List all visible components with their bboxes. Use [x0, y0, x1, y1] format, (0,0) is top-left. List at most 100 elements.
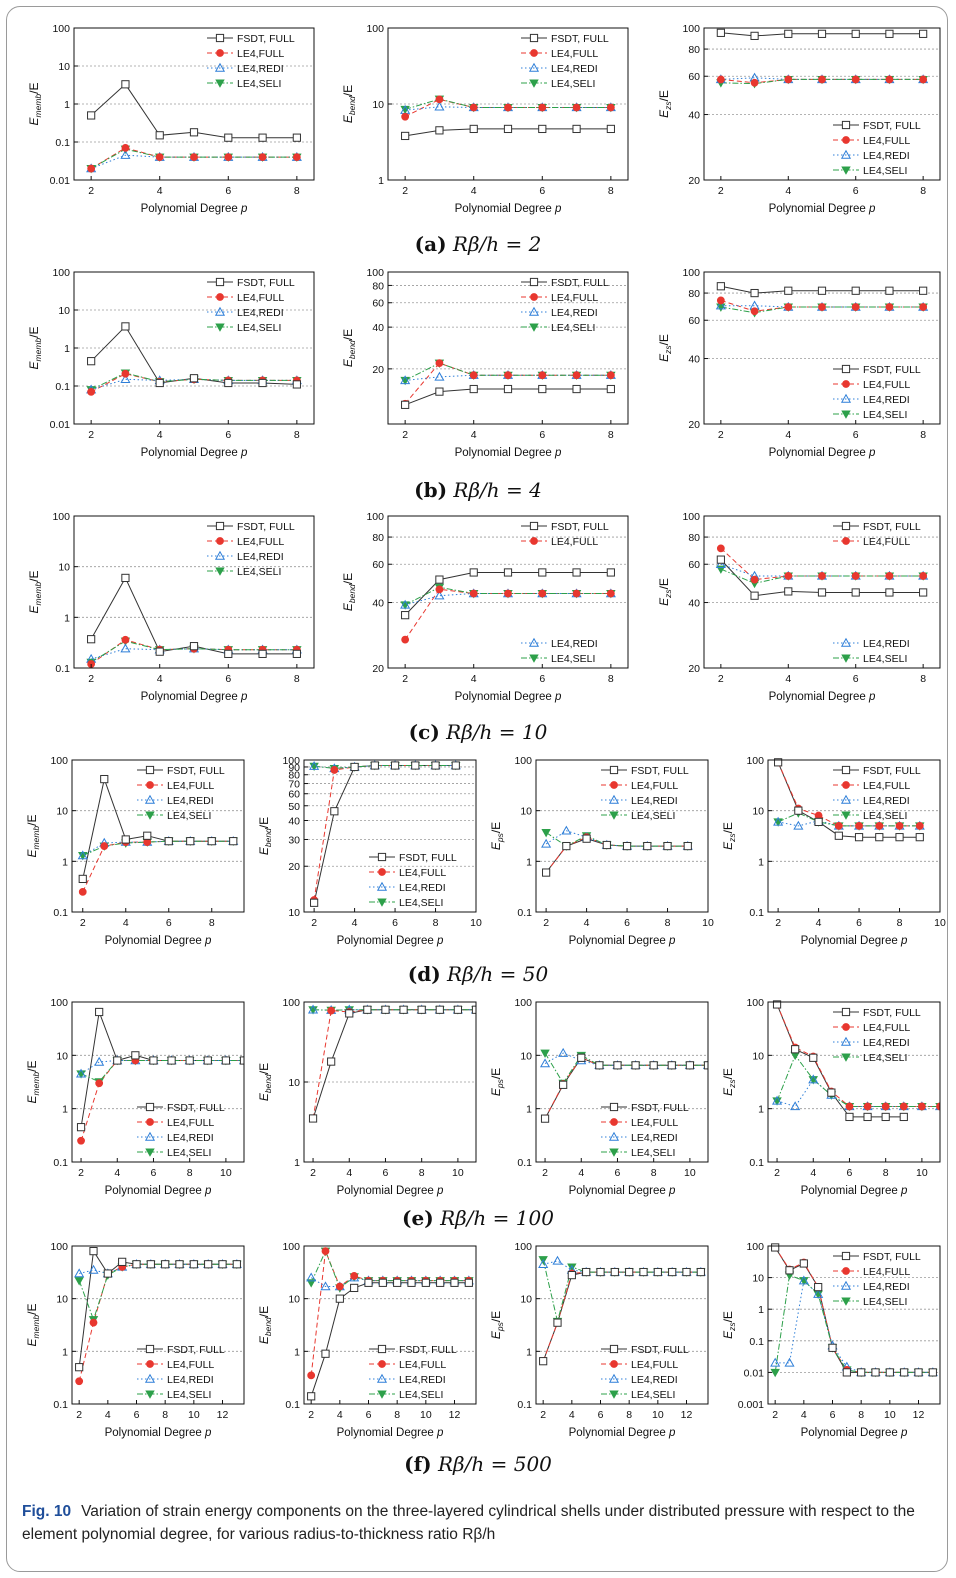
data-point-fsdt-full — [103, 1269, 112, 1278]
row-caption-e: (e) Rβ/h = 100 — [0, 1206, 956, 1230]
data-point-le4-redi — [88, 1264, 99, 1274]
series-line-le4-redi — [80, 1060, 244, 1075]
data-point-fsdt-full — [131, 1051, 140, 1060]
x-axis-label: Polynomial Degree p — [569, 935, 676, 947]
legend-entry: LE4,SELI — [551, 78, 595, 90]
x-tick-label: 4 — [346, 1167, 352, 1179]
legend-entry: FSDT, FULL — [631, 1102, 689, 1114]
y-axis-label: Ememb/E — [27, 83, 43, 126]
data-point-legend-le4-redi — [214, 550, 226, 560]
data-point-fsdt-full — [451, 761, 460, 770]
legend-entry: LE4,SELI — [167, 810, 211, 822]
data-point-le4-seli — [540, 1049, 550, 1058]
legend-entry: FSDT, FULL — [863, 1007, 921, 1019]
y-tick-label: 10 — [752, 806, 764, 818]
legend-entry: LE4,SELI — [399, 897, 443, 909]
legend-entry: LE4,SELI — [631, 1147, 675, 1159]
legend-entry: LE4,REDI — [237, 307, 284, 319]
x-axis-label: Polynomial Degree p — [337, 1185, 444, 1197]
y-tick-label: 10 — [752, 1050, 764, 1062]
data-point-fsdt-full — [399, 1005, 408, 1014]
series-line-le4-redi — [544, 1052, 708, 1066]
legend-entry: LE4,FULL — [631, 780, 678, 792]
x-tick-label: 12 — [449, 1409, 461, 1421]
data-point-fsdt-full — [407, 1278, 416, 1287]
data-point-le4-redi — [309, 761, 320, 770]
data-point-fsdt-full — [350, 1283, 359, 1293]
data-point-fsdt-full — [401, 131, 410, 141]
x-tick-label: 2 — [718, 429, 724, 441]
data-point-le4-full — [469, 589, 478, 598]
x-tick-label: 2 — [311, 917, 317, 929]
y-tick-label: 100 — [682, 267, 700, 279]
data-point-legend-le4-seli — [529, 79, 539, 88]
data-point-le4-full — [572, 371, 581, 380]
y-axis-label: Ebend/E — [341, 85, 357, 123]
y-tick-label: 1 — [62, 1104, 68, 1116]
x-tick-label: 4 — [810, 1167, 816, 1179]
row-caption-b: (b) Rβ/h = 4 — [0, 478, 956, 502]
x-tick-label: 10 — [652, 1409, 664, 1421]
data-point-fsdt-full — [772, 1000, 782, 1009]
legend-entry: LE4,FULL — [551, 48, 598, 60]
legend-entry: LE4,REDI — [863, 1281, 910, 1293]
data-point-le4-full — [919, 75, 928, 84]
data-point-fsdt-full — [553, 1318, 562, 1327]
x-axis-label: Polynomial Degree p — [105, 935, 212, 947]
y-tick-label: 10 — [520, 1294, 532, 1306]
y-tick-label: 20 — [688, 419, 700, 431]
x-tick-label: 8 — [209, 917, 215, 929]
y-tick-label: 40 — [288, 815, 300, 827]
data-point-fsdt-full — [435, 1005, 444, 1014]
data-point-le4-full — [750, 307, 759, 316]
data-point-legend-le4-full — [610, 781, 618, 789]
x-tick-label: 4 — [471, 673, 477, 685]
data-point-fsdt-full — [175, 1260, 184, 1269]
data-point-fsdt-full — [582, 1267, 591, 1277]
data-point-le4-full — [87, 164, 96, 173]
data-point-fsdt-full — [799, 1259, 808, 1268]
x-tick-label: 8 — [897, 917, 903, 929]
data-point-le4-seli — [74, 1277, 84, 1286]
y-tick-label: 0.01 — [50, 175, 71, 187]
x-tick-label: 6 — [392, 917, 398, 929]
y-tick-label: 0.1 — [53, 1157, 68, 1169]
data-point-fsdt-full — [345, 1009, 354, 1018]
chart-c3: 20 40 60 80 100 2 4 6 8 Polynomial Degree p Ezs/E F… — [657, 511, 941, 703]
data-point-fsdt-full — [149, 1056, 158, 1065]
data-point-fsdt-full — [919, 588, 928, 597]
data-point-fsdt-full — [469, 124, 478, 134]
data-point-fsdt-full — [582, 834, 591, 843]
y-tick-label: 10 — [58, 305, 70, 317]
legend-entry: LE4,SELI — [237, 566, 281, 578]
data-point-fsdt-full — [75, 1363, 84, 1372]
legend-entry: LE4,FULL — [631, 1359, 678, 1371]
data-point-fsdt-full — [814, 1283, 823, 1292]
data-point-fsdt-full — [121, 80, 130, 89]
y-tick-label: 100 — [682, 23, 700, 35]
x-tick-label: 4 — [352, 917, 358, 929]
x-tick-label: 10 — [916, 1167, 928, 1179]
y-tick-label: 100 — [366, 267, 384, 279]
data-point-le4-seli — [770, 1368, 780, 1378]
x-tick-label: 2 — [88, 429, 94, 441]
series-line-le4-seli — [776, 1054, 940, 1107]
data-point-fsdt-full — [771, 1243, 780, 1252]
data-point-le4-redi — [400, 375, 411, 385]
y-tick-label: 60 — [688, 559, 700, 571]
row-label-a: (a) — [414, 232, 447, 256]
y-tick-label: 10 — [520, 1050, 532, 1062]
data-point-fsdt-full — [667, 1061, 676, 1070]
y-tick-label: 10 — [520, 806, 532, 818]
plot-frame — [703, 515, 941, 669]
data-point-fsdt-full — [538, 384, 547, 394]
plot-frame — [535, 1001, 709, 1163]
data-point-legend-fsdt-full — [377, 852, 387, 862]
x-axis-label: Polynomial Degree p — [801, 935, 908, 947]
legend-entry: LE4,FULL — [863, 379, 910, 391]
legend-entry: LE4,FULL — [863, 135, 910, 147]
row-label-e: (e) — [402, 1206, 434, 1230]
x-tick-label: 4 — [471, 185, 477, 197]
data-point-legend-le4-full — [610, 1360, 618, 1368]
